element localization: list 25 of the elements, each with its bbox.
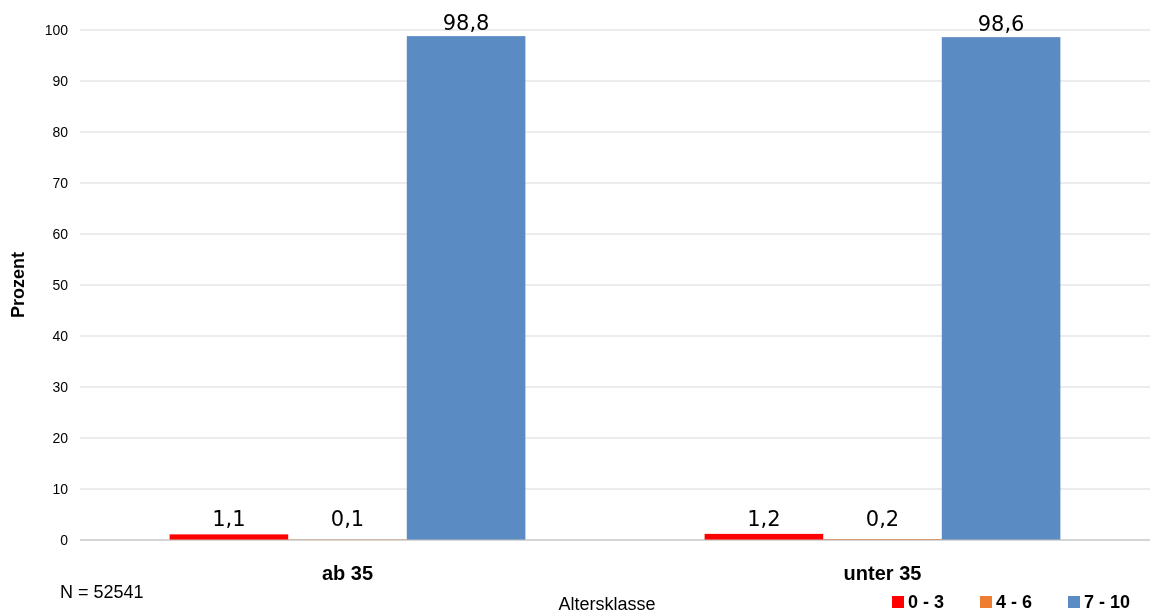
data-label: 1,1 xyxy=(212,507,246,531)
data-label: 98,6 xyxy=(977,12,1025,37)
legend-label: 7 - 10 xyxy=(1084,592,1131,612)
y-tick-label: 70 xyxy=(52,174,69,191)
y-tick-label: 30 xyxy=(52,378,69,395)
data-label: 0,1 xyxy=(330,507,365,531)
y-tick-label: 10 xyxy=(52,480,69,497)
x-axis-title: Altersklasse xyxy=(558,594,656,614)
data-label: 0,2 xyxy=(865,507,900,531)
y-tick-label: 40 xyxy=(52,327,69,344)
y-tick-label: 20 xyxy=(52,429,69,446)
y-tick-label: 100 xyxy=(44,21,69,38)
x-tick-label: ab 35 xyxy=(321,562,374,584)
y-tick-label: 90 xyxy=(52,72,69,89)
y-tick-label: 50 xyxy=(52,276,69,293)
y-axis-title: Prozent xyxy=(8,251,28,319)
legend-label: 4 - 6 xyxy=(996,592,1033,612)
y-tick-label: 0 xyxy=(60,531,69,548)
data-label: 1,2 xyxy=(747,507,781,531)
legend-label: 0 - 3 xyxy=(908,592,945,612)
text: N = 52541 xyxy=(60,582,144,602)
x-tick-label: unter 35 xyxy=(843,562,922,584)
y-tick-label: 80 xyxy=(52,123,69,140)
data-label: 98,8 xyxy=(442,11,490,36)
y-tick-label: 60 xyxy=(52,225,69,242)
